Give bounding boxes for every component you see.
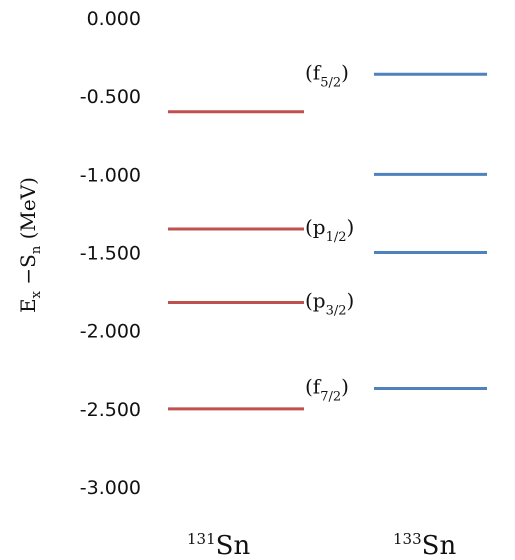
y-tick-label: -1.000 <box>80 164 141 186</box>
category-label: 131Sn <box>187 530 250 560</box>
orbital-labels: (f5/2) (p1/2) (p3/2) (f7/2) <box>305 60 354 404</box>
y-tick-label: -0.500 <box>80 86 141 108</box>
y-tick-label: -2.000 <box>80 321 141 343</box>
y-axis-label: Ex −Sn (MeV) <box>16 177 44 313</box>
y-tick-labels: 0.000 -0.500 -1.000 -1.500 -2.000 -2.500 -3.00… <box>80 8 141 499</box>
category-label: 133Sn <box>393 530 456 560</box>
orbital-label: (p1/2) <box>305 215 354 245</box>
orbital-label: (f5/2) <box>305 60 349 90</box>
energy-levels <box>168 72 487 411</box>
y-tick-label: 0.000 <box>87 8 141 30</box>
y-tick-label: -2.500 <box>80 399 141 421</box>
y-tick-label: -3.000 <box>80 477 141 499</box>
category-labels: 131Sn 133Sn <box>187 530 456 560</box>
orbital-label: (p3/2) <box>305 289 354 319</box>
y-tick-label: -1.500 <box>80 243 141 265</box>
orbital-label: (f7/2) <box>305 375 349 405</box>
